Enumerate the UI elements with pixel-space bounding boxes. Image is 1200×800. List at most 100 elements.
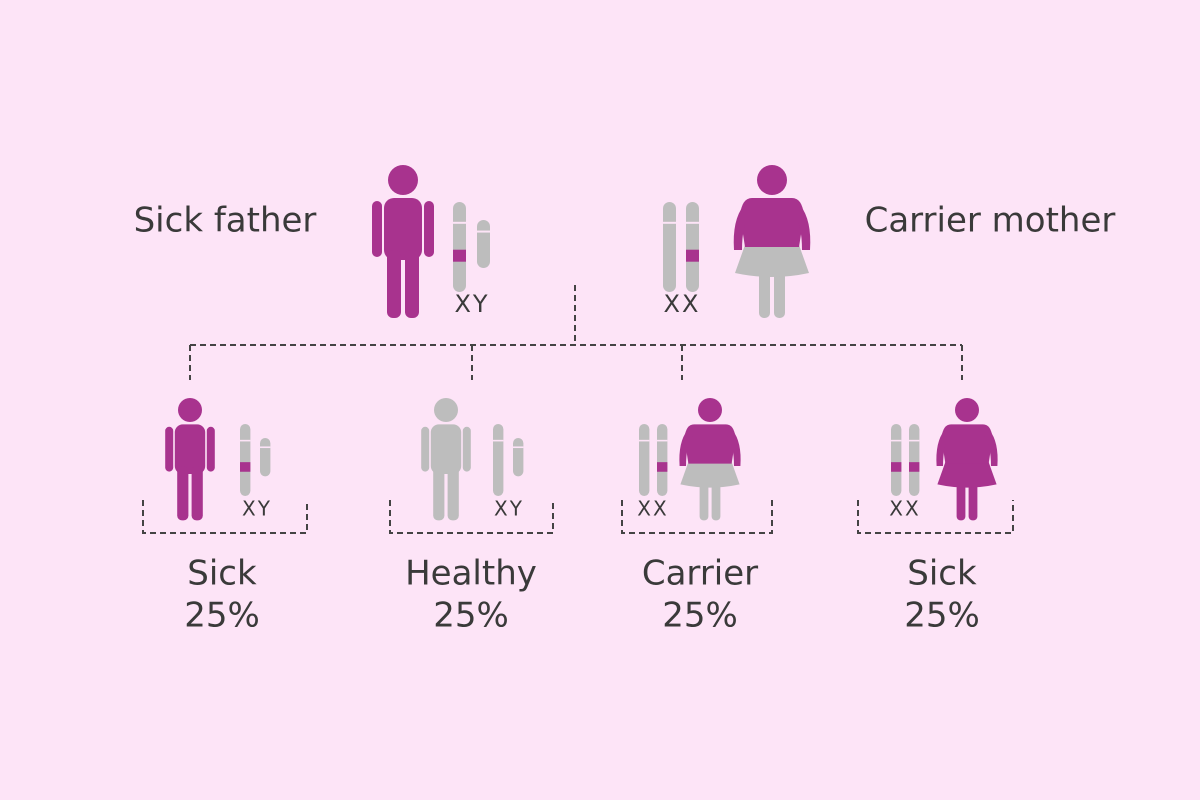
gene-band — [891, 462, 902, 472]
arm — [424, 201, 434, 257]
tree-line — [189, 285, 963, 380]
centromere — [639, 439, 650, 442]
probability: 25% — [433, 596, 509, 636]
gene-band — [909, 462, 920, 472]
centromere — [477, 230, 490, 233]
chromosome — [657, 424, 668, 496]
bracket — [389, 500, 554, 534]
dress — [740, 198, 804, 247]
head — [178, 398, 202, 422]
probability: 25% — [662, 596, 738, 636]
chromosome — [493, 424, 504, 496]
torso — [174, 424, 206, 474]
head — [388, 165, 418, 195]
parent-label: Sick father — [134, 201, 317, 241]
leg — [759, 265, 770, 318]
chromosome-body — [686, 202, 699, 292]
chromosome — [639, 424, 650, 496]
male-figure — [165, 398, 215, 521]
chromosome — [240, 424, 251, 496]
arm — [165, 426, 174, 472]
child-label: Sick — [907, 554, 977, 594]
chromosome-body — [657, 424, 668, 496]
skirt — [680, 462, 740, 488]
head — [757, 165, 787, 195]
leg — [405, 250, 419, 318]
child-label: Sick — [187, 554, 257, 594]
male-figure — [421, 398, 471, 521]
arm — [462, 426, 471, 472]
chromosome-body — [891, 424, 902, 496]
head — [698, 398, 722, 422]
chromosome — [891, 424, 902, 496]
arm — [984, 430, 998, 466]
leg — [956, 478, 966, 521]
chromosome-body — [663, 202, 676, 292]
leg — [433, 466, 445, 521]
arm — [679, 430, 693, 466]
female-figure — [679, 398, 741, 521]
head — [955, 398, 979, 422]
chromosome-label: XY — [242, 497, 272, 521]
chromosome-body — [260, 438, 271, 477]
chromosome-label: XX — [637, 497, 668, 521]
skirt — [937, 462, 997, 488]
chromosome — [260, 438, 271, 477]
gene-band — [240, 462, 251, 472]
female-figure — [936, 398, 998, 521]
chromosome-label: XY — [454, 290, 489, 318]
arm — [794, 205, 811, 250]
chromosome — [909, 424, 920, 496]
centromere — [891, 439, 902, 442]
chromosome — [663, 202, 676, 292]
leg — [774, 265, 785, 318]
chromosome-body — [639, 424, 650, 496]
leg — [191, 466, 203, 521]
torso — [430, 424, 462, 474]
leg — [699, 478, 709, 521]
centromere — [240, 439, 251, 442]
probability: 25% — [904, 596, 980, 636]
chromosome-body — [477, 220, 490, 268]
chromosome-body — [453, 202, 466, 292]
chromosome-body — [513, 438, 524, 477]
chromosome-body — [240, 424, 251, 496]
connectors — [142, 285, 1014, 534]
chromosome — [686, 202, 699, 292]
chromosome — [513, 438, 524, 477]
torso — [384, 198, 422, 260]
centromere — [657, 439, 668, 442]
centromere — [260, 446, 271, 449]
leg — [387, 250, 401, 318]
arm — [206, 426, 215, 472]
leg — [177, 466, 189, 521]
probability: 25% — [184, 596, 260, 636]
skirt — [735, 245, 809, 277]
male-figure — [372, 165, 434, 318]
parent-label: Carrier mother — [865, 201, 1116, 241]
dress — [684, 424, 736, 464]
centromere — [453, 221, 466, 224]
centromere — [513, 446, 524, 449]
leg — [447, 466, 459, 521]
chromosome — [453, 202, 466, 292]
child-label: Carrier — [642, 554, 758, 594]
bracket — [142, 500, 308, 534]
chromosome-label: XX — [664, 290, 701, 318]
gene-band — [453, 249, 466, 262]
gene-band — [657, 462, 668, 472]
dress — [941, 424, 993, 464]
leg — [968, 478, 978, 521]
chromosome-body — [909, 424, 920, 496]
chromosome — [477, 220, 490, 268]
arm — [727, 430, 741, 466]
centromere — [686, 221, 699, 224]
centromere — [909, 439, 920, 442]
child-label: Healthy — [405, 554, 537, 594]
chromosome-label: XY — [494, 497, 524, 521]
head — [434, 398, 458, 422]
centromere — [493, 439, 504, 442]
gene-band — [686, 249, 699, 262]
